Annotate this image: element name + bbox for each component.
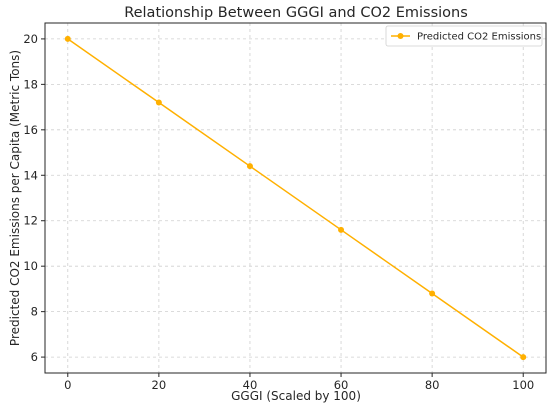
x-tick-label: 80 <box>425 378 440 392</box>
y-tick-label: 20 <box>23 32 38 46</box>
data-point <box>64 35 71 42</box>
x-tick-label: 40 <box>243 378 258 392</box>
series-line <box>67 38 524 358</box>
x-tick-label: 100 <box>512 378 534 392</box>
data-point <box>155 99 162 106</box>
data-point <box>520 354 527 361</box>
x-axis-label: GGGI (Scaled by 100) <box>231 389 361 403</box>
y-tick-label: 14 <box>23 168 38 182</box>
x-tick-label: 20 <box>152 378 167 392</box>
y-tick-label: 12 <box>23 214 38 228</box>
legend-label: Predicted CO2 Emissions <box>417 32 541 43</box>
y-axis: 6 8 10 12 14 16 18 20 <box>23 32 45 364</box>
x-axis: 0 20 40 60 80 100 <box>64 373 534 392</box>
legend: Predicted CO2 Emissions <box>385 25 543 47</box>
legend-marker-icon <box>397 33 404 39</box>
grid <box>45 23 546 373</box>
y-tick-label: 6 <box>31 350 38 364</box>
plot-frame <box>44 22 547 374</box>
x-tick-label: 60 <box>334 378 349 392</box>
y-tick-label: 8 <box>31 305 38 319</box>
chart-title: Relationship Between GGGI and CO2 Emissi… <box>124 5 468 21</box>
series-layer <box>64 35 527 361</box>
data-point <box>246 163 253 170</box>
data-point <box>338 226 345 233</box>
y-tick-label: 16 <box>23 123 38 137</box>
y-axis-label: Predicted CO2 Emissions per Capita (Metr… <box>8 50 22 346</box>
data-point <box>429 290 436 297</box>
legend-box <box>385 25 543 47</box>
y-tick-label: 18 <box>23 77 38 91</box>
y-tick-label: 10 <box>23 259 38 273</box>
x-tick-label: 0 <box>64 378 71 392</box>
